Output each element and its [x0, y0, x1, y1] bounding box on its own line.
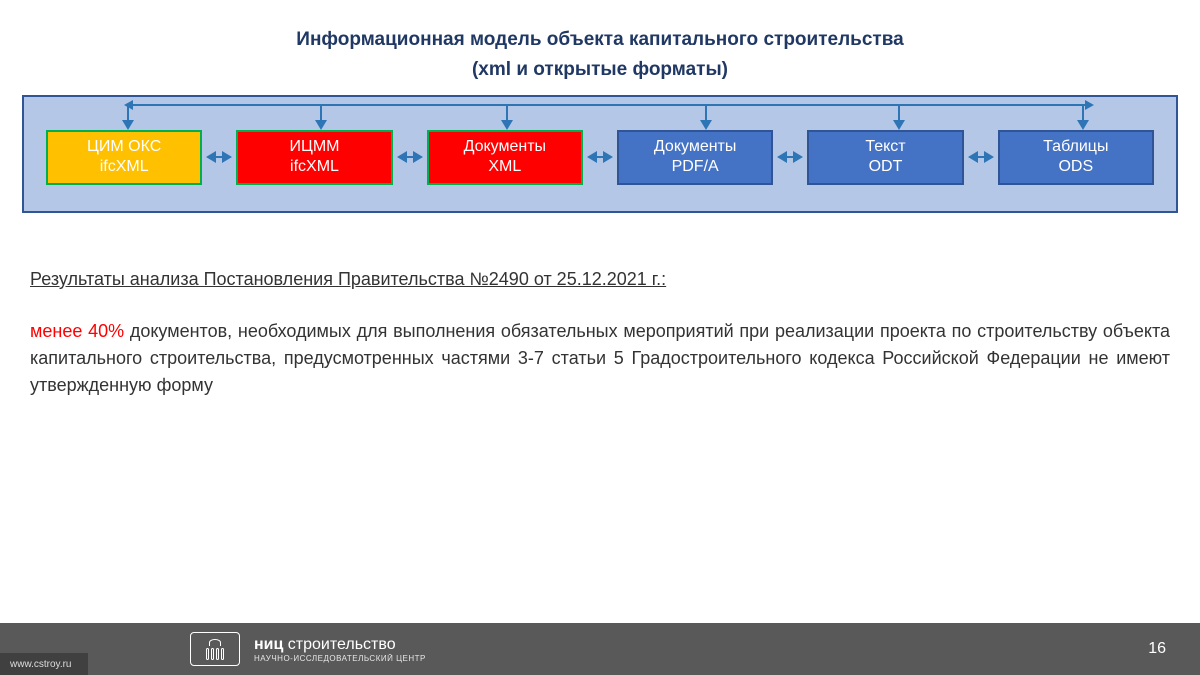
- paragraph-rest: документов, необходимых для выполнения о…: [30, 321, 1170, 395]
- footer-bar: www.cstroy.ru ниц строительство НАУЧНО-И…: [0, 623, 1200, 675]
- analysis-subheading: Результаты анализа Постановления Правите…: [30, 269, 1170, 290]
- diagram-box-5: ТаблицыODS: [998, 130, 1154, 185]
- highlight-percent: менее 40%: [30, 321, 124, 341]
- box-label-line1: ЦИМ ОКС: [87, 137, 161, 157]
- diagram-top-connector: [128, 104, 1090, 106]
- diagram-connector: [773, 148, 807, 166]
- page-number: 16: [1148, 640, 1166, 658]
- diagram-box-2: ДокументыXML: [427, 130, 583, 185]
- diagram-down-arrow: [123, 104, 133, 130]
- box-label-line2: XML: [488, 157, 521, 177]
- logo-rest: строительство: [283, 636, 395, 653]
- diagram-connector: [583, 148, 617, 166]
- diagram-down-arrow: [502, 104, 512, 130]
- diagram-down-arrow: [316, 104, 326, 130]
- diagram-container: ЦИМ ОКСifcXMLИЦММifcXMLДокументыXMLДокум…: [22, 95, 1178, 213]
- diagram-boxes-row: ЦИМ ОКСifcXMLИЦММifcXMLДокументыXMLДокум…: [24, 130, 1176, 185]
- box-label-line2: ifcXML: [290, 157, 339, 177]
- diagram-down-arrow: [894, 104, 904, 130]
- diagram-connector: [202, 148, 236, 166]
- logo-text: ниц строительство НАУЧНО-ИССЛЕДОВАТЕЛЬСК…: [254, 636, 426, 663]
- box-label-line1: Текст: [865, 137, 905, 157]
- logo-icon: [190, 632, 240, 666]
- diagram-connector: [964, 148, 998, 166]
- diagram-box-1: ИЦММifcXML: [236, 130, 392, 185]
- footer-url: www.cstroy.ru: [0, 653, 88, 675]
- box-label-line2: ODT: [869, 157, 903, 177]
- diagram-down-arrow: [701, 104, 711, 130]
- diagram-box-0: ЦИМ ОКСifcXML: [46, 130, 202, 185]
- slide-title-line1: Информационная модель объекта капитально…: [0, 0, 1200, 59]
- logo-bold: ниц: [254, 636, 283, 653]
- diagram-connector: [393, 148, 427, 166]
- diagram-down-arrow: [1078, 104, 1088, 130]
- diagram-box-4: ТекстODT: [807, 130, 963, 185]
- box-label-line1: Таблицы: [1043, 137, 1108, 157]
- analysis-paragraph: менее 40% документов, необходимых для вы…: [30, 318, 1170, 399]
- logo-subtitle: НАУЧНО-ИССЛЕДОВАТЕЛЬСКИЙ ЦЕНТР: [254, 654, 426, 663]
- box-label-line1: Документы: [464, 137, 546, 157]
- diagram-box-3: ДокументыPDF/A: [617, 130, 773, 185]
- slide-title-line2: (xml и открытые форматы): [0, 59, 1200, 95]
- footer-logo-block: ниц строительство НАУЧНО-ИССЛЕДОВАТЕЛЬСК…: [190, 632, 426, 666]
- box-label-line1: ИЦММ: [289, 137, 339, 157]
- box-label-line2: PDF/A: [672, 157, 719, 177]
- box-label-line2: ODS: [1058, 157, 1093, 177]
- box-label-line2: ifcXML: [100, 157, 149, 177]
- box-label-line1: Документы: [654, 137, 736, 157]
